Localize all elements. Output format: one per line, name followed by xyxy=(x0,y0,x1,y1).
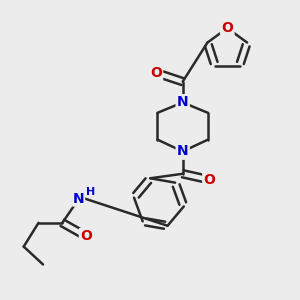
Text: N: N xyxy=(177,145,188,158)
Text: H: H xyxy=(86,187,95,196)
Text: O: O xyxy=(80,229,92,243)
Text: N: N xyxy=(177,95,188,110)
Text: N: N xyxy=(73,192,85,206)
Text: O: O xyxy=(203,173,215,187)
Text: O: O xyxy=(150,66,162,80)
Text: O: O xyxy=(221,21,233,35)
